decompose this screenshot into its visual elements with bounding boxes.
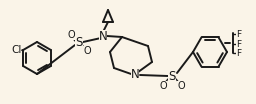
Text: N: N	[99, 30, 107, 43]
Text: O: O	[83, 46, 91, 56]
Text: S: S	[168, 69, 176, 82]
Text: F: F	[236, 49, 241, 58]
Text: O: O	[177, 81, 185, 91]
Text: O: O	[67, 30, 75, 40]
Text: S: S	[75, 37, 83, 50]
Text: F: F	[236, 30, 241, 39]
Text: O: O	[159, 81, 167, 91]
Text: F: F	[236, 40, 241, 49]
Text: N: N	[131, 69, 139, 82]
Text: Cl: Cl	[11, 45, 21, 55]
